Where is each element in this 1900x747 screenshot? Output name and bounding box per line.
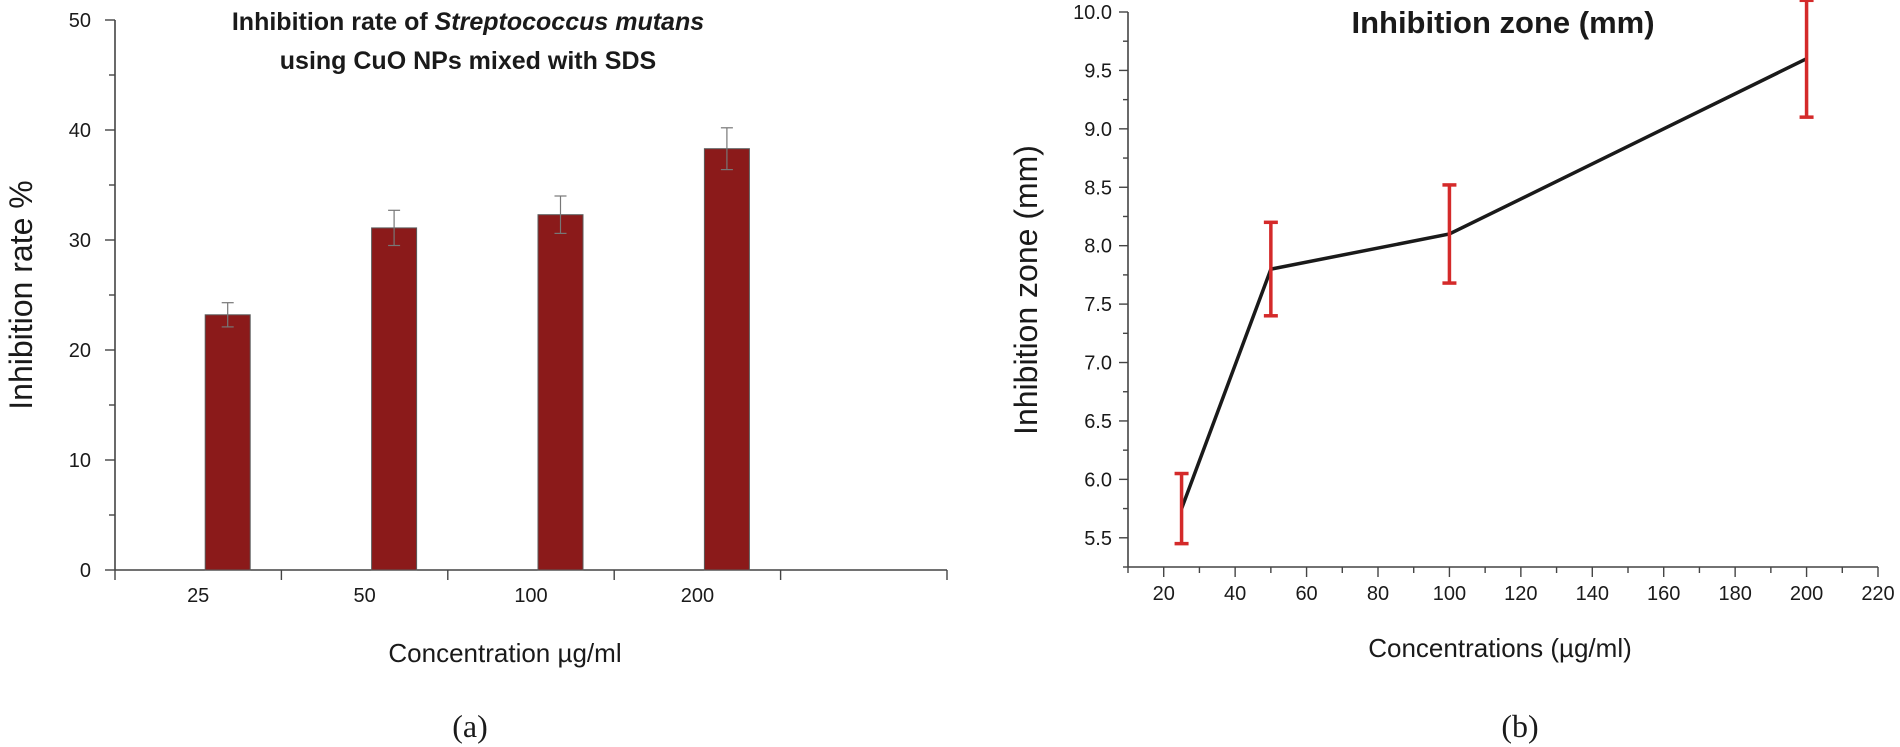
chart-title: Inhibition zone (mm) — [1351, 5, 1654, 40]
y-tick-label: 10.0 — [1073, 2, 1112, 24]
x-tick-label: 200 — [681, 585, 714, 607]
chart-title-line1: Inhibition rate of Streptococcus mutans — [232, 8, 704, 36]
x-axis-title: Concentrations (µg/ml) — [1368, 633, 1632, 663]
x-tick-label: 25 — [187, 585, 209, 607]
y-ticks: 5.5 6.0 6.5 7.0 7.5 8.0 8.5 9.0 9.5 10.0 — [1073, 2, 1128, 568]
error-bars — [1174, 0, 1814, 546]
line-chart-panel: 5.5 6.0 6.5 7.0 7.5 8.0 8.5 9.0 9.5 10.0 20 40 60 80… — [1008, 0, 1895, 744]
y-tick-label: 30 — [69, 230, 91, 252]
y-tick-label: 0 — [80, 560, 91, 582]
y-tick-label: 20 — [69, 340, 91, 362]
bar-25 — [204, 314, 251, 571]
error-bar-50 — [1263, 220, 1278, 318]
y-tick-label: 9.0 — [1084, 119, 1112, 141]
x-tick-label: 20 — [1153, 583, 1175, 605]
panel-label-a: (a) — [452, 708, 488, 744]
bar-200 — [703, 148, 750, 571]
error-bar-25 — [221, 302, 234, 328]
y-tick-label: 8.5 — [1084, 177, 1112, 199]
y-tick-label: 7.5 — [1084, 294, 1112, 316]
x-tick-label: 120 — [1504, 583, 1537, 605]
y-tick-label: 5.5 — [1084, 528, 1112, 550]
y-tick-label: 6.0 — [1084, 469, 1112, 491]
x-tick-label: 40 — [1224, 583, 1246, 605]
error-bar-200 — [1799, 0, 1814, 119]
error-bar-50 — [388, 209, 401, 247]
x-ticks: 20 40 60 80 100 120 140 160 180 200 220 — [1127, 567, 1895, 605]
x-tick-label: 220 — [1861, 583, 1894, 605]
x-tick-label: 160 — [1647, 583, 1680, 605]
y-tick-label: 10 — [69, 450, 91, 472]
bar-100 — [537, 214, 584, 571]
error-bar-100 — [554, 195, 567, 234]
x-ticks: 25 50 100 200 — [114, 570, 948, 607]
series-line — [1179, 57, 1808, 510]
x-tick-label: 140 — [1576, 583, 1609, 605]
bar-chart-panel: 0 10 20 30 40 50 25 50 100 200 Inhibition rate o… — [3, 8, 948, 744]
x-tick-label: 80 — [1367, 583, 1389, 605]
x-tick-label: 100 — [1433, 583, 1466, 605]
y-ticks: 0 10 20 30 40 50 — [69, 10, 115, 582]
y-tick-label: 8.0 — [1084, 236, 1112, 258]
bar-50 — [371, 227, 418, 571]
y-tick-label: 6.5 — [1084, 411, 1112, 433]
y-tick-label: 40 — [69, 120, 91, 142]
x-tick-label: 60 — [1295, 583, 1317, 605]
panel-label-b: (b) — [1501, 708, 1538, 744]
x-tick-label: 50 — [353, 585, 375, 607]
y-tick-label: 7.0 — [1084, 353, 1112, 375]
bars — [204, 148, 750, 571]
y-axis-title: Inhibition rate % — [3, 180, 39, 409]
y-tick-label: 9.5 — [1084, 60, 1112, 82]
error-bar-25 — [1174, 471, 1189, 546]
x-tick-label: 100 — [514, 585, 547, 607]
chart-title-line2: using CuO NPs mixed with SDS — [280, 47, 656, 75]
x-tick-label: 200 — [1790, 583, 1823, 605]
error-bar-200 — [720, 127, 733, 171]
error-bar-100 — [1442, 183, 1457, 285]
x-axis-title: Concentration µg/ml — [388, 638, 621, 668]
y-tick-label: 50 — [69, 10, 91, 32]
y-axis-title: Inhibition zone (mm) — [1008, 145, 1044, 435]
error-bars — [221, 127, 733, 328]
x-tick-label: 180 — [1718, 583, 1751, 605]
